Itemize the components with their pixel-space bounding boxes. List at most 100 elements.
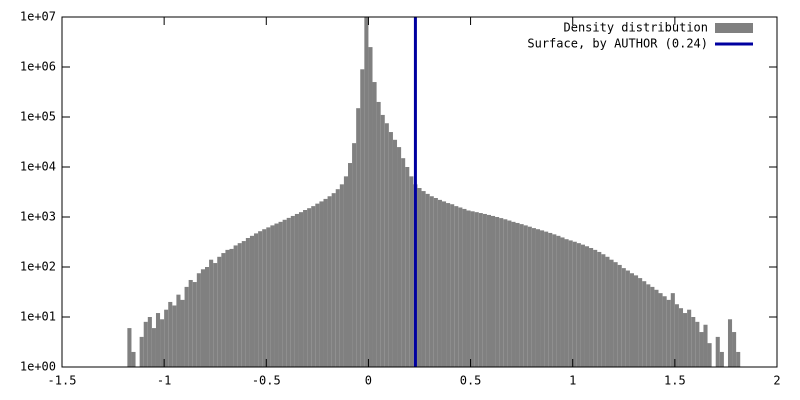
- histogram-bar: [507, 220, 512, 367]
- histogram-bar: [450, 204, 455, 367]
- histogram-bar: [364, 17, 369, 367]
- histogram-bar: [715, 336, 720, 367]
- histogram-bar: [429, 196, 434, 367]
- histogram-bar: [327, 196, 332, 367]
- histogram-bar: [535, 229, 541, 367]
- y-tick-label: 1e+01: [20, 310, 56, 324]
- histogram-bar: [311, 206, 316, 367]
- histogram-bar: [143, 321, 148, 367]
- x-tick-label: 2: [773, 374, 780, 388]
- histogram-bar: [384, 123, 389, 367]
- histogram-bar: [634, 275, 639, 367]
- histogram-bar: [658, 293, 663, 367]
- y-tick-label: 1e+00: [20, 360, 56, 374]
- histogram-bar: [703, 324, 708, 367]
- histogram-bar: [368, 47, 373, 368]
- histogram-bar: [674, 304, 679, 367]
- histogram-bar: [609, 259, 614, 367]
- histogram-bar: [176, 294, 181, 367]
- histogram-bar: [474, 212, 479, 367]
- histogram-bar: [519, 224, 524, 367]
- y-tick-label: 1e+07: [20, 10, 56, 24]
- y-tick-label: 1e+04: [20, 160, 56, 174]
- histogram-bar: [478, 213, 483, 367]
- histogram-bar: [625, 270, 630, 367]
- legend-swatch: [715, 23, 753, 33]
- histogram-bar: [290, 215, 295, 367]
- histogram-bar: [209, 259, 214, 367]
- histogram-bar: [229, 248, 234, 367]
- histogram-bar: [417, 188, 422, 367]
- y-tick-label: 1e+06: [20, 60, 56, 74]
- histogram-bar: [437, 199, 442, 367]
- y-tick-label: 1e+05: [20, 110, 56, 124]
- histogram-bar: [597, 251, 602, 367]
- histogram-bar: [605, 256, 610, 367]
- histogram-bar: [568, 240, 573, 367]
- histogram-bar: [192, 282, 197, 367]
- histogram-bar: [556, 235, 561, 367]
- histogram-bar: [262, 229, 267, 367]
- legend-label: Density distribution: [564, 21, 709, 35]
- histogram-bar: [307, 208, 312, 367]
- histogram-bar: [666, 299, 671, 367]
- histogram-bar: [462, 208, 467, 367]
- histogram-bar: [523, 225, 528, 367]
- histogram-bar: [356, 108, 361, 367]
- histogram-bar: [691, 317, 696, 367]
- histogram-bar: [352, 143, 357, 367]
- histogram-bar: [139, 336, 144, 367]
- histogram-bar: [576, 243, 581, 367]
- histogram-bar: [646, 284, 651, 367]
- x-tick-label: -1.5: [48, 374, 77, 388]
- histogram-bar: [421, 191, 426, 367]
- legend-label: Surface, by AUTHOR (0.24): [527, 37, 708, 51]
- histogram-bar: [482, 213, 487, 367]
- histogram-bar: [315, 203, 320, 367]
- histogram-bar: [180, 299, 185, 367]
- histogram-bar: [237, 243, 242, 367]
- histogram-bar: [540, 230, 545, 367]
- histogram-bar: [409, 176, 414, 367]
- histogram-bar: [225, 249, 230, 367]
- histogram-bar: [147, 317, 152, 367]
- x-tick-label: 1.5: [664, 374, 686, 388]
- histogram-bar: [405, 167, 410, 367]
- histogram-bar: [441, 201, 447, 367]
- histogram-bar: [613, 262, 618, 367]
- histogram-bar: [499, 218, 504, 367]
- histogram-bar: [254, 233, 259, 367]
- histogram-bar: [348, 163, 353, 367]
- histogram-bar: [601, 254, 606, 367]
- histogram-bar: [397, 147, 402, 367]
- histogram-bar: [736, 351, 741, 367]
- histogram-bar: [335, 189, 340, 367]
- x-tick-label: -0.5: [252, 374, 281, 388]
- plot-frame: [61, 16, 778, 368]
- histogram-bar: [552, 234, 557, 367]
- histogram-bar: [425, 193, 430, 367]
- histogram-bar: [401, 158, 406, 367]
- histogram-bar: [392, 139, 398, 367]
- histogram-bar: [343, 176, 348, 367]
- histogram-bar: [560, 237, 565, 367]
- histogram-bar: [638, 278, 643, 367]
- histogram-bar: [188, 279, 193, 367]
- histogram-bar: [249, 235, 255, 367]
- histogram-bar: [127, 328, 132, 367]
- histogram-bar: [458, 207, 463, 367]
- histogram-bar: [184, 286, 189, 367]
- histogram-bar: [151, 328, 156, 367]
- x-tick-label: 0.5: [460, 374, 482, 388]
- histogram-bar: [213, 263, 218, 367]
- histogram-bar: [131, 351, 136, 367]
- histogram-bar: [719, 351, 724, 367]
- histogram-bar: [294, 213, 299, 367]
- histogram-bar: [286, 217, 291, 367]
- histogram-bar: [662, 296, 667, 367]
- y-tick-label: 1e+03: [20, 210, 56, 224]
- histogram-bar: [217, 256, 222, 367]
- histogram-bar: [245, 238, 250, 367]
- histogram-bar: [548, 232, 553, 367]
